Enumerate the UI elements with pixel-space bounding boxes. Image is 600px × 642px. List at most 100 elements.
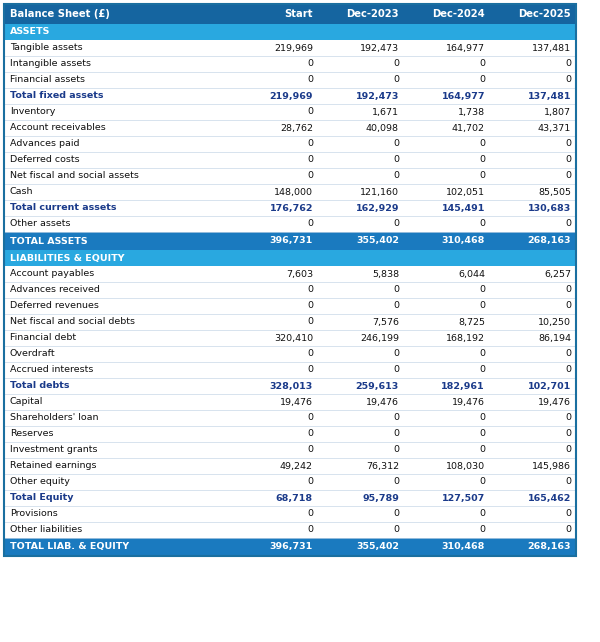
- Text: 396,731: 396,731: [270, 236, 313, 245]
- Text: 0: 0: [565, 286, 571, 295]
- Text: 168,192: 168,192: [446, 333, 485, 342]
- Text: 0: 0: [565, 302, 571, 311]
- Text: 19,476: 19,476: [452, 397, 485, 406]
- Text: 268,163: 268,163: [527, 236, 571, 245]
- Text: 0: 0: [479, 413, 485, 422]
- Text: 0: 0: [565, 478, 571, 487]
- Text: 0: 0: [393, 286, 399, 295]
- Text: 0: 0: [479, 349, 485, 358]
- Bar: [4, 24, 576, 40]
- Text: LIABILITIES & EQUITY: LIABILITIES & EQUITY: [10, 254, 125, 263]
- Text: 85,505: 85,505: [538, 187, 571, 196]
- Text: 0: 0: [565, 429, 571, 438]
- Text: Advances paid: Advances paid: [10, 139, 79, 148]
- Bar: [4, 410, 576, 426]
- Text: 0: 0: [307, 413, 313, 422]
- Text: Other equity: Other equity: [10, 478, 70, 487]
- Text: 219,969: 219,969: [269, 92, 313, 101]
- Text: 127,507: 127,507: [442, 494, 485, 503]
- Text: 7,576: 7,576: [372, 318, 399, 327]
- Text: Financial debt: Financial debt: [10, 333, 76, 342]
- Text: 0: 0: [393, 171, 399, 180]
- Text: Total Equity: Total Equity: [10, 494, 74, 503]
- Text: 165,462: 165,462: [527, 494, 571, 503]
- Text: 259,613: 259,613: [356, 381, 399, 390]
- Bar: [4, 88, 576, 104]
- Text: Start: Start: [284, 9, 313, 19]
- Text: 219,969: 219,969: [274, 44, 313, 53]
- Text: Account receivables: Account receivables: [10, 123, 106, 132]
- Bar: [4, 314, 576, 330]
- Text: 5,838: 5,838: [372, 270, 399, 279]
- Bar: [4, 330, 576, 346]
- Text: Balance Sheet (£): Balance Sheet (£): [10, 9, 110, 19]
- Text: 130,683: 130,683: [528, 204, 571, 213]
- Text: 95,789: 95,789: [362, 494, 399, 503]
- Text: Investment grants: Investment grants: [10, 446, 97, 455]
- Text: 0: 0: [393, 526, 399, 535]
- Text: 137,481: 137,481: [532, 44, 571, 53]
- Bar: [4, 168, 576, 184]
- Bar: [4, 298, 576, 314]
- Text: TOTAL LIAB. & EQUITY: TOTAL LIAB. & EQUITY: [10, 542, 129, 551]
- Text: 0: 0: [565, 139, 571, 148]
- Text: Capital: Capital: [10, 397, 43, 406]
- Text: 28,762: 28,762: [280, 123, 313, 132]
- Bar: [4, 250, 576, 266]
- Bar: [4, 442, 576, 458]
- Text: 0: 0: [479, 155, 485, 164]
- Text: 0: 0: [307, 526, 313, 535]
- Text: 0: 0: [479, 526, 485, 535]
- Bar: [4, 458, 576, 474]
- Bar: [4, 4, 576, 556]
- Text: 0: 0: [565, 171, 571, 180]
- Bar: [4, 200, 576, 216]
- Text: 76,312: 76,312: [366, 462, 399, 471]
- Text: 0: 0: [565, 76, 571, 85]
- Text: Accrued interests: Accrued interests: [10, 365, 94, 374]
- Text: 0: 0: [479, 286, 485, 295]
- Text: 41,702: 41,702: [452, 123, 485, 132]
- Text: 192,473: 192,473: [360, 44, 399, 53]
- Text: Net fiscal and social debts: Net fiscal and social debts: [10, 318, 135, 327]
- Text: 0: 0: [479, 76, 485, 85]
- Text: 0: 0: [307, 429, 313, 438]
- Text: Advances received: Advances received: [10, 286, 100, 295]
- Text: Reserves: Reserves: [10, 429, 53, 438]
- Text: 0: 0: [307, 60, 313, 69]
- Text: 0: 0: [307, 171, 313, 180]
- Text: Other assets: Other assets: [10, 220, 71, 229]
- Text: 0: 0: [479, 171, 485, 180]
- Text: 164,977: 164,977: [442, 92, 485, 101]
- Text: 68,718: 68,718: [276, 494, 313, 503]
- Text: 164,977: 164,977: [446, 44, 485, 53]
- Bar: [4, 72, 576, 88]
- Text: 0: 0: [393, 302, 399, 311]
- Text: 8,725: 8,725: [458, 318, 485, 327]
- Text: Overdraft: Overdraft: [10, 349, 56, 358]
- Text: 0: 0: [565, 526, 571, 535]
- Text: 0: 0: [479, 429, 485, 438]
- Text: 355,402: 355,402: [356, 542, 399, 551]
- Text: 0: 0: [307, 365, 313, 374]
- Text: 0: 0: [393, 76, 399, 85]
- Text: ASSETS: ASSETS: [10, 28, 50, 37]
- Text: 1,671: 1,671: [372, 107, 399, 116]
- Text: 19,476: 19,476: [538, 397, 571, 406]
- Text: 246,199: 246,199: [360, 333, 399, 342]
- Bar: [4, 216, 576, 232]
- Bar: [4, 378, 576, 394]
- Bar: [4, 232, 576, 250]
- Text: 0: 0: [565, 349, 571, 358]
- Bar: [4, 538, 576, 556]
- Bar: [4, 522, 576, 538]
- Text: 19,476: 19,476: [366, 397, 399, 406]
- Text: 145,491: 145,491: [442, 204, 485, 213]
- Text: 0: 0: [307, 478, 313, 487]
- Text: 0: 0: [307, 76, 313, 85]
- Bar: [4, 266, 576, 282]
- Text: 182,961: 182,961: [442, 381, 485, 390]
- Text: 19,476: 19,476: [280, 397, 313, 406]
- Text: 0: 0: [307, 155, 313, 164]
- Text: Other liabilities: Other liabilities: [10, 526, 82, 535]
